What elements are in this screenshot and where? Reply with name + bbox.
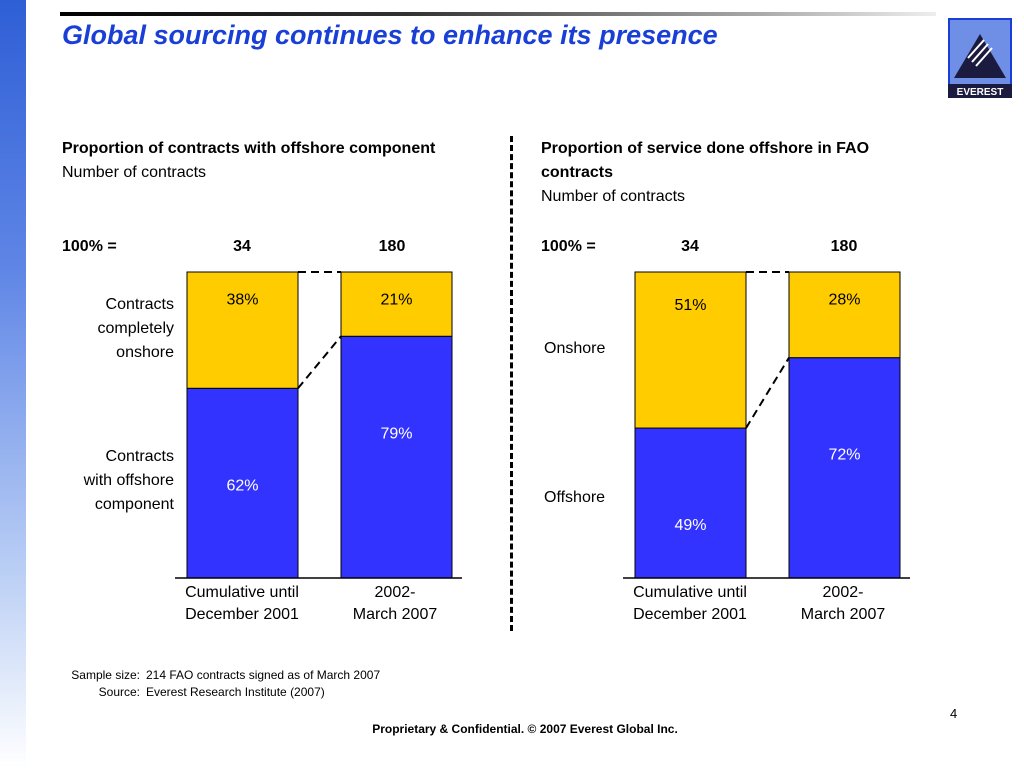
right-heading-title: Proportion of service done offshore in F… <box>541 140 870 181</box>
left-heading: Proportion of contracts with offshore co… <box>62 137 462 185</box>
row-label-line: Contracts <box>105 448 174 465</box>
right-row-label-offshore: Offshore <box>544 489 606 506</box>
left-category-2: 2002- March 2007 <box>320 582 470 626</box>
category-line: 2002- <box>374 584 416 601</box>
category-line: Cumulative until <box>185 584 299 601</box>
left-bar-2-value-label-2: 21% <box>380 291 412 308</box>
right-bar-2-blue-segment <box>788 357 901 579</box>
right-connector-diagonal <box>745 357 790 429</box>
left-decorative-stripe <box>0 0 26 768</box>
left-row-label-offshore: Contracts with offshore component <box>50 445 174 517</box>
left-connector-diagonal <box>297 335 342 389</box>
right-category-1: Cumulative until December 2001 <box>615 582 765 626</box>
left-bar-1-blue-segment <box>186 387 299 579</box>
right-heading: Proportion of service done offshore in F… <box>541 137 941 209</box>
left-bar-1-value-label-1: 62% <box>226 477 258 494</box>
right-total-2: 180 <box>830 238 858 255</box>
row-label-line: onshore <box>116 344 174 361</box>
page-number: 4 <box>950 706 958 721</box>
left-bar-1-yellow-segment <box>186 271 299 389</box>
right-row-label-onshore: Onshore <box>544 340 606 357</box>
right-bar-2-yellow-segment <box>788 271 901 359</box>
right-bar-1-value-label-1: 49% <box>674 517 706 534</box>
left-category-1: Cumulative until December 2001 <box>167 582 317 626</box>
source-value: Everest Research Institute (2007) <box>146 685 325 699</box>
left-bar-2-blue-segment <box>340 335 453 579</box>
page-title: Global sourcing continues to enhance its… <box>62 20 718 50</box>
category-line: March 2007 <box>352 606 438 623</box>
category-line: Cumulative until <box>633 584 747 601</box>
panel-divider <box>510 136 513 631</box>
left-heading-title: Proportion of contracts with offshore co… <box>62 140 436 157</box>
row-label-line: completely <box>97 320 174 337</box>
source-note: Source: Everest Research Institute (2007) <box>52 684 325 701</box>
category-line: 2002- <box>822 584 864 601</box>
row-label-line: component <box>94 496 174 513</box>
right-bar-1-yellow-segment <box>634 271 747 429</box>
left-bar-2-yellow-segment <box>340 271 453 337</box>
title-rule <box>60 12 936 16</box>
right-bar-1-blue-segment <box>634 427 747 579</box>
right-category-2: 2002- March 2007 <box>768 582 918 626</box>
left-total-2: 180 <box>378 238 406 255</box>
sample-size-key: Sample size: <box>71 668 140 682</box>
category-line: December 2001 <box>633 606 747 623</box>
left-total-1: 34 <box>233 238 251 255</box>
sample-size-value: 214 FAO contracts signed as of March 200… <box>146 668 381 682</box>
sample-size-note: Sample size: 214 FAO contracts signed as … <box>52 667 380 684</box>
category-line: December 2001 <box>185 606 299 623</box>
left-bar-2-value-label-1: 79% <box>380 425 412 442</box>
everest-logo: EVEREST <box>948 18 1012 98</box>
right-bar-2-value-label-2: 28% <box>828 291 860 308</box>
left-row-label-onshore: Contracts completely onshore <box>50 293 174 365</box>
right-total-1: 34 <box>681 238 699 255</box>
right-heading-subtitle: Number of contracts <box>541 188 686 205</box>
row-label-line: with offshore <box>83 472 174 489</box>
left-bar-1-value-label-2: 38% <box>226 291 258 308</box>
row-label-line: Contracts <box>105 296 174 313</box>
left-heading-subtitle: Number of contracts <box>62 164 207 181</box>
left-total-label: 100% = <box>62 238 117 255</box>
source-key: Source: <box>98 685 140 699</box>
logo-wordmark: EVEREST <box>957 87 1004 98</box>
category-line: March 2007 <box>800 606 886 623</box>
right-bar-1-value-label-2: 51% <box>674 297 706 314</box>
footer: Proprietary & Confidential. © 2007 Evere… <box>372 722 678 736</box>
right-total-label: 100% = <box>541 238 596 255</box>
right-bar-2-value-label-1: 72% <box>828 447 860 464</box>
